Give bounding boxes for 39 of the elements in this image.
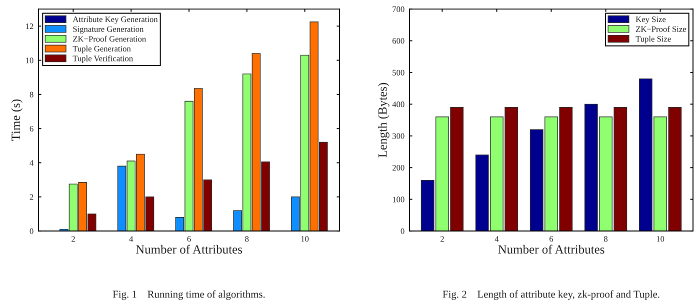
legend-label: Attribute Key Generation [72, 16, 158, 24]
y-tick-label: 100 [392, 196, 404, 202]
x-tick-label: 10 [656, 236, 664, 242]
y-tick-label: 0 [30, 228, 34, 234]
y-tick-label: 0 [400, 228, 404, 234]
x-axis-title: Number of Attributes [498, 244, 604, 254]
y-tick-label: 8 [30, 92, 34, 98]
y-tick-label: 4 [30, 160, 34, 166]
legend-label: ZK−Proof Generation [73, 36, 146, 42]
x-axis-title: Number of Attributes [136, 244, 242, 254]
x-tick-label: 4 [494, 236, 499, 242]
legend-label: Signature Generation [73, 26, 144, 34]
legend-label: Key Size [636, 16, 666, 24]
y-axis-title: Time (s) [11, 99, 23, 141]
legend-label: Tuple Verification [72, 55, 133, 63]
y-tick-label: 10 [26, 58, 34, 64]
x-tick-label: 8 [604, 236, 608, 242]
x-tick-label: 6 [550, 236, 554, 242]
y-tick-label: 6 [30, 126, 34, 132]
y-tick-label: 500 [392, 70, 404, 76]
legend-label: Tuple Generation [72, 46, 131, 54]
y-tick-label: 300 [392, 133, 404, 139]
y-tick-label: 700 [392, 6, 404, 12]
x-tick-label: 2 [440, 236, 444, 242]
y-tick-label: 2 [30, 194, 34, 200]
y-tick-label: 12 [26, 24, 34, 30]
legend-label: Tuple Size [636, 36, 671, 44]
legend-label: ZK−Proof Size [636, 26, 686, 32]
x-tick-label: 2 [72, 236, 75, 242]
y-axis-title: Length (Bytes) [378, 82, 390, 158]
y-tick-label: 200 [392, 164, 404, 171]
x-tick-label: 6 [187, 236, 191, 242]
y-tick-label: 400 [392, 102, 404, 108]
y-tick-label: 600 [392, 38, 404, 44]
x-tick-label: 10 [301, 236, 309, 242]
x-tick-label: 4 [129, 236, 134, 242]
x-tick-label: 8 [245, 236, 249, 242]
text: Fig. 1 Running time of algorithms. [112, 290, 265, 300]
text: Fig. 2 Length of attribute key, zk-proof and Tuple. [442, 290, 660, 300]
